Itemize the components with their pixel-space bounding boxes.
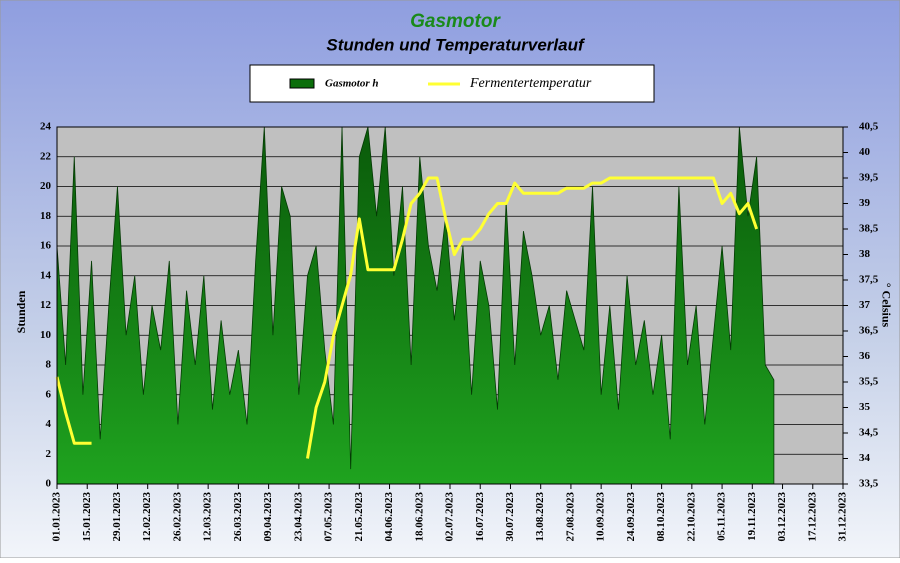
y-tick-label: 2 [46, 448, 52, 460]
chart-title: Gasmotor [410, 11, 501, 32]
y2-tick-label: 33,5 [859, 478, 879, 490]
x-tick-label: 13.08.2023 [534, 492, 546, 542]
y2-tick-label: 39,5 [859, 172, 879, 184]
area [56, 126, 775, 485]
x-tick-label: 04.06.2023 [383, 492, 395, 542]
y2-tick-label: 40 [859, 146, 871, 158]
x-tick-label: 22.10.2023 [685, 492, 697, 542]
x-tick-label: 19.11.2023 [746, 492, 758, 541]
x-tick-label: 26.02.2023 [171, 492, 183, 542]
x-tick-label: 23.04.2023 [292, 492, 304, 542]
x-tick-label: 30.07.2023 [504, 492, 516, 542]
y2-tick-label: 37,5 [859, 274, 879, 286]
y-tick-label: 20 [40, 180, 52, 192]
y-tick-label: 12 [40, 299, 52, 311]
y-tick-label: 18 [40, 210, 52, 222]
x-tick-label: 03.12.2023 [776, 492, 788, 542]
y-tick-label: 24 [40, 121, 52, 133]
y2-tick-label: 34 [859, 452, 871, 464]
x-tick-label: 16.07.2023 [474, 492, 486, 542]
x-tick-label: 24.09.2023 [625, 492, 637, 542]
legend-swatch [289, 78, 315, 89]
x-tick-label: 12.02.2023 [141, 492, 153, 542]
y2-tick-label: 37 [859, 299, 871, 311]
y-tick-label: 14 [40, 269, 52, 281]
legend-label: Fermentertemperatur [469, 76, 592, 91]
x-tick-label: 21.05.2023 [353, 492, 365, 542]
y2-tick-label: 40,5 [859, 121, 879, 133]
x-tick-label: 09.04.2023 [262, 492, 274, 542]
y-axis-label: Stunden [14, 290, 28, 333]
y2-axis-label: ° Celsius [879, 283, 893, 328]
y-tick-label: 16 [40, 240, 52, 252]
legend-label: Gasmotor h [325, 78, 379, 90]
y-tick-label: 6 [46, 388, 52, 400]
y-tick-label: 8 [46, 359, 52, 371]
y2-tick-label: 35 [859, 401, 871, 413]
x-tick-label: 26.03.2023 [232, 492, 244, 542]
y2-tick-label: 36,5 [859, 325, 879, 337]
x-tick-label: 07.05.2023 [323, 492, 335, 542]
x-tick-label: 01.01.2023 [51, 492, 63, 542]
y-tick-label: 0 [46, 478, 52, 490]
line [55, 176, 759, 459]
x-tick-label: 27.08.2023 [564, 492, 576, 542]
x-tick-label: 15.01.2023 [81, 492, 93, 542]
y2-tick-label: 35,5 [859, 376, 879, 388]
x-tick-label: 17.12.2023 [806, 492, 818, 542]
x-tick-label: 02.07.2023 [444, 492, 456, 542]
y-tick-label: 4 [46, 418, 52, 430]
x-tick-label: 29.01.2023 [111, 492, 123, 542]
y2-tick-label: 36 [859, 350, 871, 362]
x-tick-label: 12.03.2023 [202, 492, 214, 542]
x-tick-label: 05.11.2023 [716, 492, 728, 541]
chart-subtitle: Stunden und Temperaturverlauf [326, 35, 586, 54]
y2-tick-label: 39 [859, 197, 871, 209]
x-tick-label: 08.10.2023 [655, 492, 667, 542]
y-tick-label: 22 [40, 150, 52, 162]
x-tick-label: 31.12.2023 [837, 492, 849, 542]
x-tick-label: 18.06.2023 [413, 492, 425, 542]
plot-border [56, 126, 844, 485]
y2-tick-label: 38 [859, 248, 871, 260]
y-tick-label: 10 [40, 329, 52, 341]
y2-tick-label: 38,5 [859, 223, 879, 235]
y2-tick-label: 34,5 [859, 427, 879, 439]
x-tick-label: 10.09.2023 [595, 492, 607, 542]
